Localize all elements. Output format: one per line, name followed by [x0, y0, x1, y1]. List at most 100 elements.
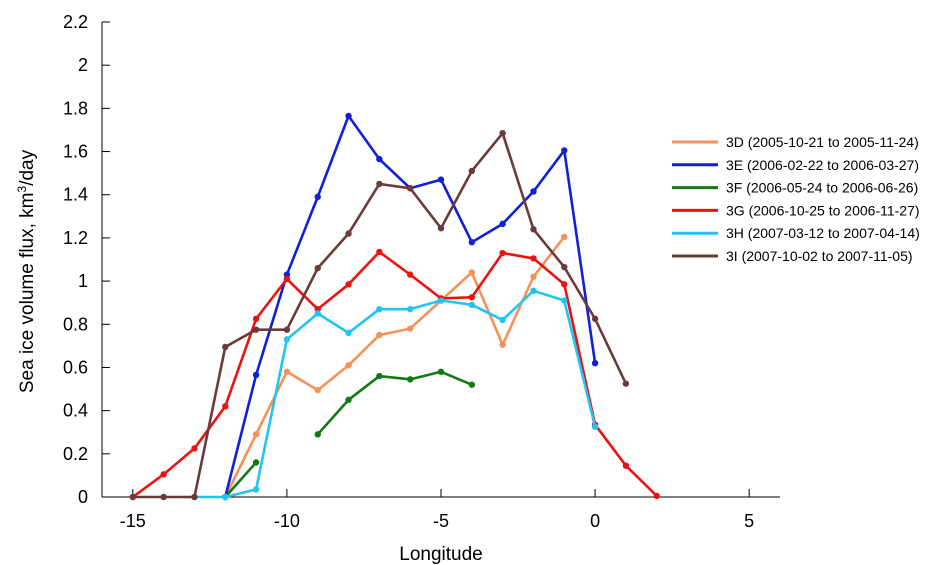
data-point — [160, 471, 167, 478]
y-tick-label: 0.8 — [63, 314, 88, 334]
y-axis-title: Sea ice volume flux, km3/day — [15, 149, 38, 393]
y-ticks: 0 0.2 0.4 0.6 0.8 1 1.2 1.4 1.6 1.8 2 2.2 — [63, 12, 110, 507]
data-point — [591, 315, 599, 323]
data-point — [345, 112, 352, 120]
series-line — [194, 289, 597, 499]
series-3i — [129, 129, 630, 501]
data-point — [252, 326, 260, 333]
data-point — [499, 341, 506, 348]
data-point — [314, 193, 321, 201]
data-point — [622, 462, 630, 469]
data-point — [437, 176, 445, 183]
data-point — [314, 386, 321, 394]
data-point — [376, 331, 383, 339]
data-point — [406, 325, 414, 332]
legend-label: 3I (2007-10-02 to 2007-11-05) — [726, 248, 913, 264]
data-point — [406, 376, 414, 383]
axes — [101, 22, 780, 498]
data-point — [468, 167, 476, 175]
data-point — [283, 336, 291, 343]
data-point — [437, 297, 445, 304]
data-point — [222, 343, 229, 351]
data-point — [376, 180, 383, 188]
y-tick-label: 0.6 — [63, 357, 88, 377]
x-tick-label: 5 — [744, 511, 754, 531]
data-point — [653, 492, 660, 500]
legend: 3D (2005-10-21 to 2005-11-24) 3E (2006-02… — [672, 134, 920, 264]
x-tick-label: -5 — [433, 511, 449, 531]
series-3h — [191, 287, 599, 501]
data-point — [499, 316, 506, 324]
data-point — [376, 372, 383, 380]
legend-item: 3I (2007-10-02 to 2007-11-05) — [672, 248, 913, 264]
data-point — [252, 486, 260, 493]
legend-item: 3H (2007-03-12 to 2007-04-14) — [672, 225, 920, 241]
data-point — [406, 305, 414, 313]
y-tick-label: 0 — [78, 487, 88, 507]
y-tick-label: 1 — [78, 271, 88, 291]
data-point — [129, 493, 137, 501]
legend-label: 3D (2005-10-21 to 2005-11-24) — [726, 134, 919, 150]
data-point — [191, 445, 198, 452]
y-tick-label: 1.8 — [63, 98, 88, 118]
series-3d — [222, 233, 568, 501]
data-point — [530, 287, 537, 295]
data-point — [345, 281, 352, 288]
data-point — [191, 493, 198, 501]
data-point — [530, 255, 537, 262]
data-point — [437, 368, 445, 375]
data-point — [345, 230, 352, 237]
legend-item: 3D (2005-10-21 to 2005-11-24) — [672, 134, 919, 150]
legend-label: 3F (2006-05-24 to 2006-06-26) — [726, 180, 918, 196]
data-point — [376, 155, 383, 163]
data-point — [561, 281, 568, 288]
data-point — [499, 220, 506, 228]
legend-label: 3G (2006-10-25 to 2006-11-27) — [726, 202, 920, 218]
data-point — [314, 264, 321, 272]
y-tick-label: 0.2 — [63, 444, 88, 464]
data-point — [468, 381, 476, 388]
y-tick-label: 2 — [78, 55, 88, 75]
legend-item: 3G (2006-10-25 to 2006-11-27) — [672, 202, 920, 218]
data-point — [591, 359, 599, 367]
x-tick-label: -10 — [274, 511, 300, 531]
data-point — [406, 271, 414, 278]
legend-item: 3F (2006-05-24 to 2006-06-26) — [672, 180, 918, 196]
y-tick-label: 1.6 — [63, 142, 88, 162]
x-tick-label: -15 — [120, 511, 146, 531]
data-point — [252, 431, 260, 438]
data-point — [499, 129, 506, 137]
series-3g — [129, 248, 660, 501]
y-tick-label: 1.4 — [63, 185, 88, 205]
series-line — [132, 250, 658, 499]
data-point — [468, 239, 476, 246]
data-point — [345, 329, 352, 337]
data-point — [283, 326, 291, 333]
legend-label: 3E (2006-02-22 to 2006-03-27) — [726, 157, 919, 173]
data-point — [376, 305, 383, 313]
series-line — [224, 461, 258, 498]
series-line — [316, 370, 473, 436]
data-point — [561, 233, 568, 241]
data-point — [314, 310, 321, 317]
plot-series — [129, 112, 660, 501]
data-point — [160, 493, 167, 501]
data-point — [252, 371, 260, 379]
y-tick-label: 1.2 — [63, 228, 88, 248]
data-point — [376, 248, 383, 256]
x-tick-label: 0 — [590, 511, 600, 531]
data-point — [222, 403, 229, 410]
series-line — [132, 131, 628, 499]
data-point — [561, 297, 568, 304]
data-point — [345, 362, 352, 369]
data-point — [283, 368, 291, 375]
data-point — [283, 275, 291, 283]
data-point — [499, 249, 506, 257]
series-3f — [222, 368, 476, 501]
x-axis-title: Longitude — [399, 544, 482, 565]
y-tick-label: 2.2 — [63, 12, 88, 32]
data-point — [530, 273, 537, 280]
legend-label: 3H (2007-03-12 to 2007-04-14) — [726, 225, 920, 241]
y-tick-label: 0.4 — [63, 401, 88, 421]
